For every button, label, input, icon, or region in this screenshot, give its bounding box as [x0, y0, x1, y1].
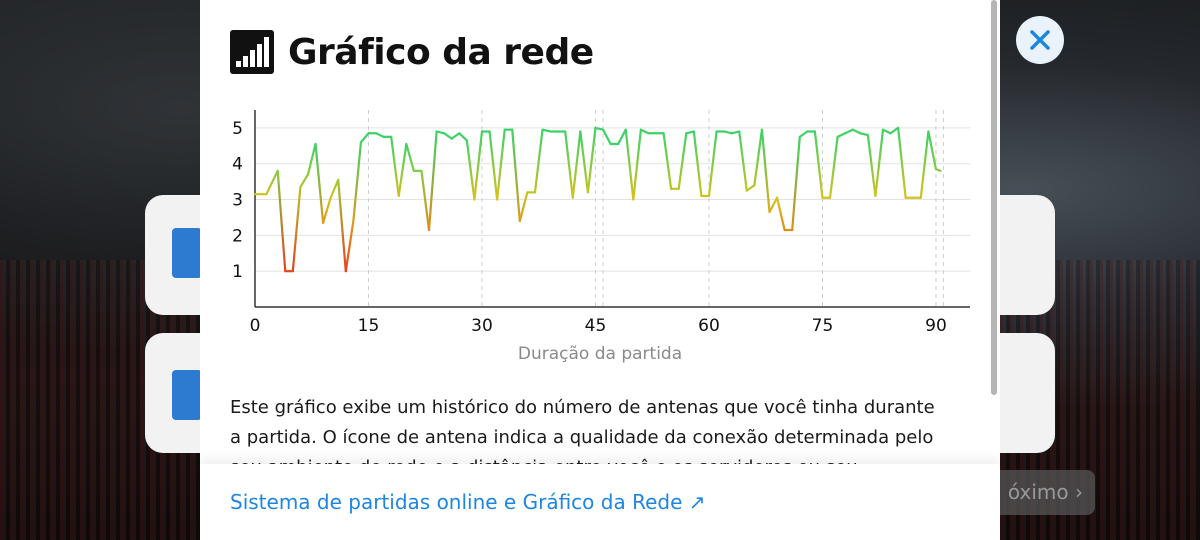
series-line-segment	[291, 185, 302, 273]
series-line-segment	[836, 132, 847, 138]
series-line-segment	[321, 196, 332, 224]
series-line-segment	[677, 132, 688, 190]
series-line-segment	[541, 128, 552, 133]
series-line-segment	[420, 169, 431, 232]
series-line-segment	[488, 130, 499, 201]
series-line-segment	[760, 128, 771, 214]
series-line-segment	[374, 132, 385, 138]
series-line-segment	[397, 142, 408, 198]
series-line-segment	[601, 128, 612, 146]
series-line-segment	[299, 173, 310, 189]
series-line-segment	[276, 169, 287, 273]
x-tick-label: 90	[925, 316, 947, 336]
series-line-segment	[594, 126, 605, 131]
series-line-segment	[405, 142, 415, 172]
series-line-segment	[874, 128, 885, 198]
series-line-segment	[768, 196, 779, 214]
series-line-segment	[851, 128, 862, 135]
series-line-segment	[632, 128, 642, 201]
series-line-segment	[352, 141, 363, 223]
series-line-segment	[889, 126, 900, 135]
y-tick-label: 4	[232, 155, 243, 175]
series-line-segment	[927, 130, 938, 171]
series-line-segment	[564, 130, 574, 199]
next-button[interactable]: óximo ›	[985, 470, 1095, 515]
series-line-segment	[866, 133, 877, 198]
series-line-segment	[329, 178, 340, 199]
series-line-segment	[791, 135, 801, 232]
series-line-segment	[617, 128, 627, 146]
network-graph-modal: Gráfico da rede	[200, 0, 1000, 540]
series-line-segment	[458, 132, 468, 142]
series-line-segment	[919, 130, 930, 199]
series-line-segment	[738, 130, 748, 192]
online-matches-link[interactable]: Sistema de partidas online e Gráfico da …	[230, 490, 706, 514]
x-tick-label: 60	[698, 316, 720, 336]
y-tick-label: 5	[232, 119, 243, 139]
next-button-label: óximo	[1007, 480, 1069, 504]
x-tick-label: 45	[585, 316, 607, 336]
series-line-segment	[753, 128, 764, 187]
series-line-segment	[579, 130, 590, 194]
series-line-segment	[859, 132, 869, 137]
series-line-segment	[337, 178, 347, 273]
series-line-segment	[435, 130, 446, 135]
close-icon	[1030, 30, 1050, 50]
series-line-segment	[390, 135, 400, 198]
series-line-segment	[518, 191, 529, 223]
series-line-segment	[306, 142, 317, 176]
series-line-segment	[624, 128, 635, 201]
series-line-segment	[745, 184, 756, 192]
y-tick-label: 2	[232, 226, 243, 246]
series-line-segment	[465, 139, 476, 201]
chart-x-axis-label: Duração da partida	[517, 344, 683, 364]
x-tick-label: 30	[471, 316, 493, 336]
series-line-segment	[427, 130, 438, 232]
y-tick-label: 3	[232, 191, 243, 211]
series-line-segment	[496, 128, 506, 201]
series-line-segment	[662, 132, 673, 190]
series-line-segment	[586, 126, 597, 194]
series-line-segment	[685, 130, 695, 135]
series-line-segment	[359, 132, 370, 144]
series-line-segment	[897, 126, 907, 199]
series-line-segment	[344, 219, 355, 273]
series-line-segment	[473, 130, 484, 201]
series-line-segment	[707, 130, 718, 198]
series-line-segment	[314, 142, 325, 224]
series-line-segment	[723, 130, 733, 135]
series-line-segment	[934, 167, 942, 172]
series-line-segment	[798, 130, 809, 138]
series-line-segment	[881, 128, 892, 135]
series-line-segment	[692, 130, 703, 198]
series-line-segment	[844, 128, 854, 135]
modal-header: Gráfico da rede	[230, 27, 594, 77]
x-tick-label: 0	[250, 316, 261, 336]
modal-footer: Sistema de partidas online e Gráfico da …	[200, 464, 1000, 540]
series-line-segment	[450, 132, 461, 140]
series-line-segment	[265, 169, 279, 196]
scrollbar[interactable]	[991, 0, 997, 395]
series-line-segment	[511, 128, 521, 223]
video-icon	[172, 370, 202, 420]
x-tick-label: 15	[358, 316, 380, 336]
series-line-segment	[533, 128, 544, 194]
y-tick-label: 1	[232, 262, 243, 282]
close-button[interactable]	[1016, 16, 1064, 64]
series-line-segment	[571, 130, 582, 199]
series-line-segment	[443, 132, 453, 140]
x-tick-label: 75	[812, 316, 834, 336]
series-line-segment	[813, 130, 824, 199]
series-line-segment	[828, 135, 839, 199]
scoreboard-icon	[172, 228, 202, 278]
modal-title: Gráfico da rede	[288, 31, 594, 73]
series-line-segment	[639, 128, 650, 135]
series-line-segment	[775, 196, 786, 232]
signal-bars-icon	[230, 30, 274, 74]
modal-description: Este gráfico exibe um histórico do númer…	[230, 397, 935, 465]
series-line-segment	[730, 130, 741, 135]
